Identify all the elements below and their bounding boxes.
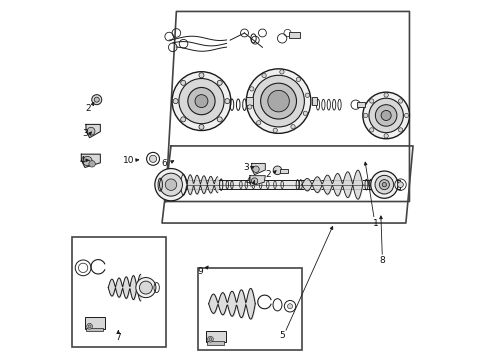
Circle shape	[249, 87, 253, 91]
Text: 10: 10	[123, 156, 135, 165]
Circle shape	[287, 304, 292, 309]
Circle shape	[92, 95, 102, 105]
Polygon shape	[165, 12, 408, 202]
Circle shape	[187, 87, 215, 115]
Polygon shape	[86, 125, 100, 138]
Circle shape	[82, 156, 92, 166]
Circle shape	[375, 105, 396, 126]
Circle shape	[290, 125, 295, 129]
Text: 1: 1	[372, 219, 378, 228]
Circle shape	[296, 77, 300, 82]
Circle shape	[404, 113, 408, 118]
Circle shape	[369, 128, 373, 132]
Bar	[72, 237, 165, 347]
Circle shape	[267, 90, 289, 112]
Circle shape	[383, 134, 387, 138]
Circle shape	[195, 95, 207, 108]
Text: 8: 8	[379, 256, 385, 265]
Text: 7: 7	[115, 333, 121, 342]
Circle shape	[247, 105, 251, 109]
Circle shape	[363, 113, 367, 118]
Circle shape	[136, 278, 156, 298]
Polygon shape	[81, 154, 100, 167]
Circle shape	[89, 161, 95, 167]
Circle shape	[362, 92, 408, 139]
Text: 2: 2	[85, 104, 90, 113]
Text: 9: 9	[198, 267, 203, 276]
Circle shape	[262, 73, 265, 78]
Bar	[176, 180, 400, 189]
Polygon shape	[162, 146, 412, 223]
Circle shape	[199, 73, 203, 78]
Circle shape	[224, 99, 229, 104]
Text: 3: 3	[243, 163, 249, 172]
Circle shape	[273, 166, 281, 175]
Circle shape	[398, 99, 402, 103]
Circle shape	[155, 168, 187, 201]
Bar	[311, 97, 316, 105]
Text: 5: 5	[279, 332, 285, 341]
Circle shape	[246, 69, 310, 134]
Circle shape	[217, 117, 222, 122]
Text: 4: 4	[80, 156, 85, 165]
Circle shape	[380, 111, 390, 121]
Circle shape	[149, 155, 156, 162]
Circle shape	[383, 93, 387, 97]
Circle shape	[88, 325, 91, 328]
Circle shape	[368, 98, 403, 133]
Circle shape	[165, 179, 176, 190]
Bar	[289, 32, 300, 39]
Bar	[206, 330, 225, 342]
Circle shape	[181, 80, 185, 85]
Text: 6: 6	[161, 159, 166, 168]
Circle shape	[252, 75, 304, 127]
Circle shape	[87, 127, 95, 135]
Circle shape	[181, 117, 185, 122]
Circle shape	[256, 121, 260, 125]
Circle shape	[199, 125, 203, 130]
Text: 2: 2	[264, 170, 270, 179]
Polygon shape	[251, 163, 265, 175]
Bar	[85, 318, 104, 329]
Circle shape	[303, 111, 307, 116]
Circle shape	[173, 99, 178, 104]
Circle shape	[172, 72, 230, 131]
Bar	[207, 341, 224, 345]
Circle shape	[208, 338, 211, 341]
Text: 4: 4	[245, 177, 250, 186]
Circle shape	[398, 128, 402, 132]
Circle shape	[86, 323, 92, 329]
Circle shape	[369, 99, 373, 103]
Bar	[246, 97, 252, 105]
Circle shape	[159, 173, 182, 196]
Circle shape	[374, 175, 393, 194]
Bar	[198, 268, 301, 350]
Circle shape	[397, 182, 403, 188]
Circle shape	[260, 83, 296, 119]
Circle shape	[252, 166, 259, 172]
Bar	[86, 328, 103, 331]
Text: 3: 3	[82, 129, 88, 138]
Circle shape	[179, 78, 224, 124]
Circle shape	[207, 336, 213, 342]
Bar	[279, 168, 287, 173]
Circle shape	[279, 70, 284, 74]
Circle shape	[139, 281, 152, 294]
Bar	[357, 102, 365, 107]
Circle shape	[379, 180, 388, 190]
Circle shape	[251, 178, 257, 184]
Circle shape	[272, 128, 277, 132]
Circle shape	[370, 171, 397, 198]
Circle shape	[305, 93, 309, 98]
Polygon shape	[249, 176, 265, 186]
Circle shape	[382, 183, 386, 187]
Circle shape	[217, 80, 222, 85]
Circle shape	[94, 97, 99, 102]
